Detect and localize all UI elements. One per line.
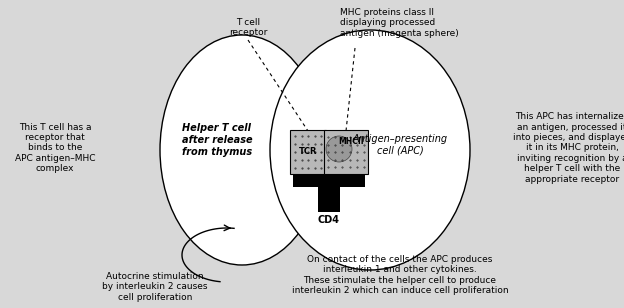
Circle shape <box>326 136 352 162</box>
Text: MHCII: MHCII <box>338 136 364 145</box>
Ellipse shape <box>160 35 324 265</box>
Text: Autocrine stimulation
by interleukin 2 causes
cell proliferation: Autocrine stimulation by interleukin 2 c… <box>102 272 208 302</box>
FancyBboxPatch shape <box>290 130 326 174</box>
Text: Helper T cell
after release
from thymus: Helper T cell after release from thymus <box>182 124 252 156</box>
Text: This T cell has a
receptor that
binds to the
APC antigen–MHC
complex: This T cell has a receptor that binds to… <box>15 123 95 173</box>
Text: Antigen–presenting
cell (APC): Antigen–presenting cell (APC) <box>353 134 447 156</box>
Text: MHC proteins class II
displaying processed
antigen (magenta sphere): MHC proteins class II displaying process… <box>340 8 459 38</box>
Ellipse shape <box>270 30 470 270</box>
Text: T cell
receptor: T cell receptor <box>229 18 267 37</box>
Text: TCR: TCR <box>299 148 317 156</box>
Bar <box>293 173 365 187</box>
Text: CD4: CD4 <box>318 215 340 225</box>
FancyBboxPatch shape <box>324 130 368 174</box>
Text: On contact of the cells the APC produces
interleukin 1 and other cytokines.
Thes: On contact of the cells the APC produces… <box>291 255 509 295</box>
Text: This APC has internalized
an antigen, processed it
into pieces, and displayed
it: This APC has internalized an antigen, pr… <box>513 112 624 184</box>
Bar <box>318 187 340 212</box>
